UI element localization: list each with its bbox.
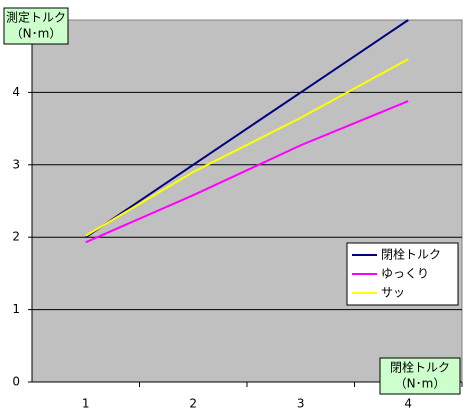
y-label-box [3,7,69,45]
legend-label: サッ [381,286,405,300]
legend-box [346,242,459,306]
y-tick-label: 4 [12,85,20,99]
y-tick-label: 0 [12,375,20,389]
series-line [85,100,409,244]
series-line [85,58,409,237]
x-tick-label: 4 [404,397,412,411]
x-tick-label: 1 [82,397,90,411]
x-label-box [379,357,461,395]
legend-label: ゆっくり [381,267,429,281]
x-label: （N･m） [395,377,446,391]
x-label: 閉栓トルク [390,360,450,375]
x-tick-label: 3 [297,397,305,411]
legend-label: 閉栓トルク [381,247,441,262]
y-label: （N･m） [11,27,62,41]
plot-area [31,19,463,383]
y-tick-label: 3 [12,157,20,171]
y-tick-label: 1 [12,302,20,316]
series-line [85,19,409,239]
y-tick-label: 2 [12,230,20,244]
y-label: 測定トルク [6,10,66,25]
x-tick-label: 2 [189,397,197,411]
